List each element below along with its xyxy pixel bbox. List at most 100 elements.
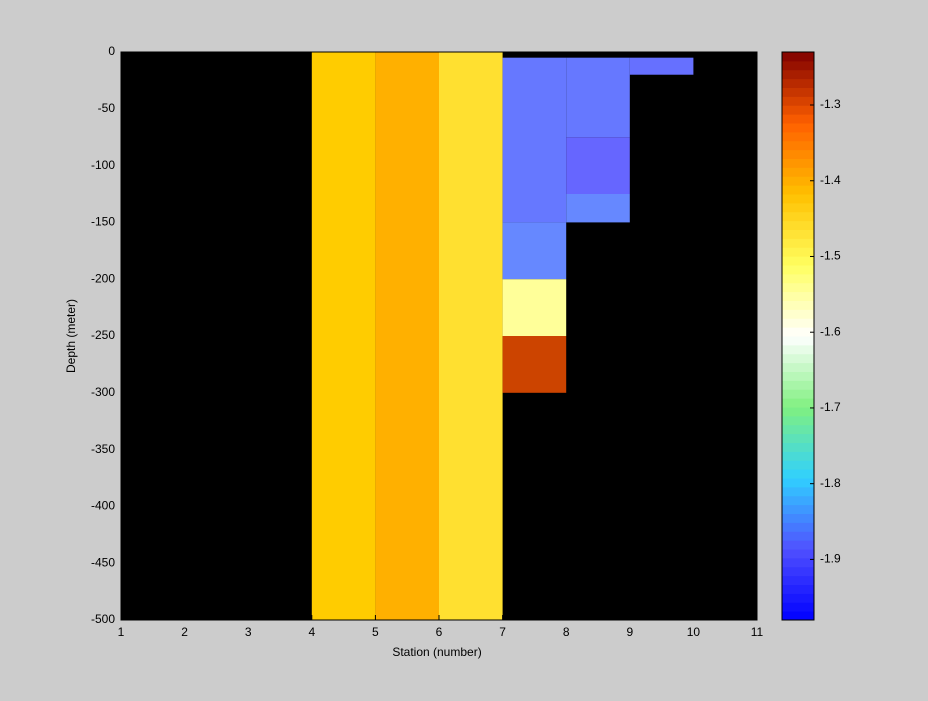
y-tick-label: -100 (91, 158, 115, 172)
y-tick-label: -500 (91, 612, 115, 626)
y-tick-label: 0 (108, 44, 115, 58)
colorbar-swatch (782, 123, 814, 133)
colorbar-swatch (782, 593, 814, 603)
x-tick-label: 10 (687, 625, 701, 639)
colorbar-swatch (782, 318, 814, 328)
colorbar-swatch (782, 353, 814, 364)
x-tick-label: 1 (118, 625, 125, 639)
colorbar-tick-label: -1.8 (820, 476, 841, 490)
colorbar-swatch (782, 504, 814, 514)
colorbar-swatch (782, 451, 814, 461)
colorbar-swatch (782, 433, 814, 443)
colorbar-swatch (782, 87, 814, 97)
colorbar-swatch (782, 522, 814, 532)
colorbar-swatch (782, 557, 814, 568)
colorbar-frame (781, 51, 815, 621)
y-tick-label: -350 (91, 442, 115, 456)
y-tick-label: -400 (91, 499, 115, 513)
colorbar-swatch (782, 247, 814, 257)
colorbar-tick-label: -1.6 (820, 324, 841, 338)
colorbar-swatch (782, 478, 814, 488)
colorbar-swatch (782, 336, 814, 346)
colorbar-swatch (782, 344, 814, 355)
colorbar-swatch (782, 531, 814, 541)
y-tick-label: -450 (91, 555, 115, 569)
x-axis-label: Station (number) (392, 645, 481, 659)
colorbar-swatch (782, 140, 814, 151)
colorbar-swatch (782, 549, 814, 559)
colorbar-swatch (782, 584, 814, 594)
x-tick-label: 8 (563, 625, 570, 639)
colorbar-swatch (782, 362, 814, 372)
colorbar-swatch (782, 229, 814, 239)
colorbar-swatch (782, 380, 814, 390)
colorbar-swatch (782, 220, 814, 230)
colorbar-swatch (782, 167, 814, 177)
x-tick-label: 2 (181, 625, 188, 639)
heatmap-cell (502, 57, 567, 223)
y-axis-label: Depth (meter) (64, 299, 78, 373)
colorbar-swatch (782, 176, 814, 186)
colorbar-swatch (782, 300, 814, 310)
y-tick-label: -150 (91, 215, 115, 229)
colorbar-swatch (782, 566, 814, 577)
colorbar-swatch (782, 105, 814, 115)
colorbar-swatch (782, 495, 814, 506)
colorbar-swatch (782, 291, 814, 301)
x-tick-label: 6 (436, 625, 443, 639)
colorbar-swatch (782, 149, 814, 159)
x-tick-label: 9 (626, 625, 633, 639)
colorbar-swatch (782, 282, 814, 293)
colorbar-swatch (782, 211, 814, 222)
colorbar-swatch (782, 602, 814, 612)
colorbar-swatch (782, 575, 814, 585)
colorbar-swatch (782, 407, 814, 417)
heatmap-cell (311, 52, 376, 620)
heatmap-cell (629, 57, 694, 75)
heatmap-cell (566, 194, 630, 223)
colorbar-swatch (782, 185, 814, 195)
x-tick-label: 3 (245, 625, 252, 639)
colorbar-swatch (782, 424, 814, 435)
heatmap-cell (502, 279, 567, 336)
colorbar-swatch (782, 158, 814, 168)
colorbar-swatch (782, 611, 814, 621)
colorbar-swatch (782, 96, 814, 106)
colorbar-swatch (782, 131, 814, 142)
colorbar-swatch (782, 327, 814, 337)
x-tick-label: 5 (372, 625, 379, 639)
x-tick-label: 4 (308, 625, 315, 639)
x-tick-label: 7 (499, 625, 506, 639)
y-tick-label: -300 (91, 385, 115, 399)
y-tick-label: -200 (91, 271, 115, 285)
heatmap-cell (375, 52, 439, 620)
heatmap-cell (566, 137, 630, 194)
colorbar-swatch (782, 309, 814, 319)
colorbar-swatch (782, 540, 814, 550)
colorbar-swatch (782, 442, 814, 452)
colorbar-swatch (782, 513, 814, 523)
colorbar-swatch (782, 52, 814, 62)
heatmap-cell (566, 57, 630, 138)
colorbar-swatch (782, 238, 814, 248)
colorbar-swatch (782, 114, 814, 124)
y-tick-label: -250 (91, 328, 115, 342)
colorbar-swatch (782, 371, 814, 381)
colorbar-swatch (782, 486, 814, 497)
colorbar-swatch (782, 273, 814, 284)
colorbar-swatch (782, 194, 814, 204)
colorbar-swatch (782, 202, 814, 213)
colorbar-swatch (782, 69, 814, 80)
x-tick-label: 11 (751, 625, 764, 639)
colorbar-tick-label: -1.3 (820, 97, 841, 111)
colorbar-swatch (782, 460, 814, 470)
colorbar-swatch (782, 469, 814, 479)
heatmap-cell (502, 336, 567, 393)
colorbar-swatch (782, 389, 814, 399)
colorbar-tick-label: -1.9 (820, 552, 841, 566)
colorbar-tick-label: -1.7 (820, 400, 841, 414)
colorbar-tick-label: -1.4 (820, 173, 841, 187)
colorbar-swatch (782, 60, 814, 71)
